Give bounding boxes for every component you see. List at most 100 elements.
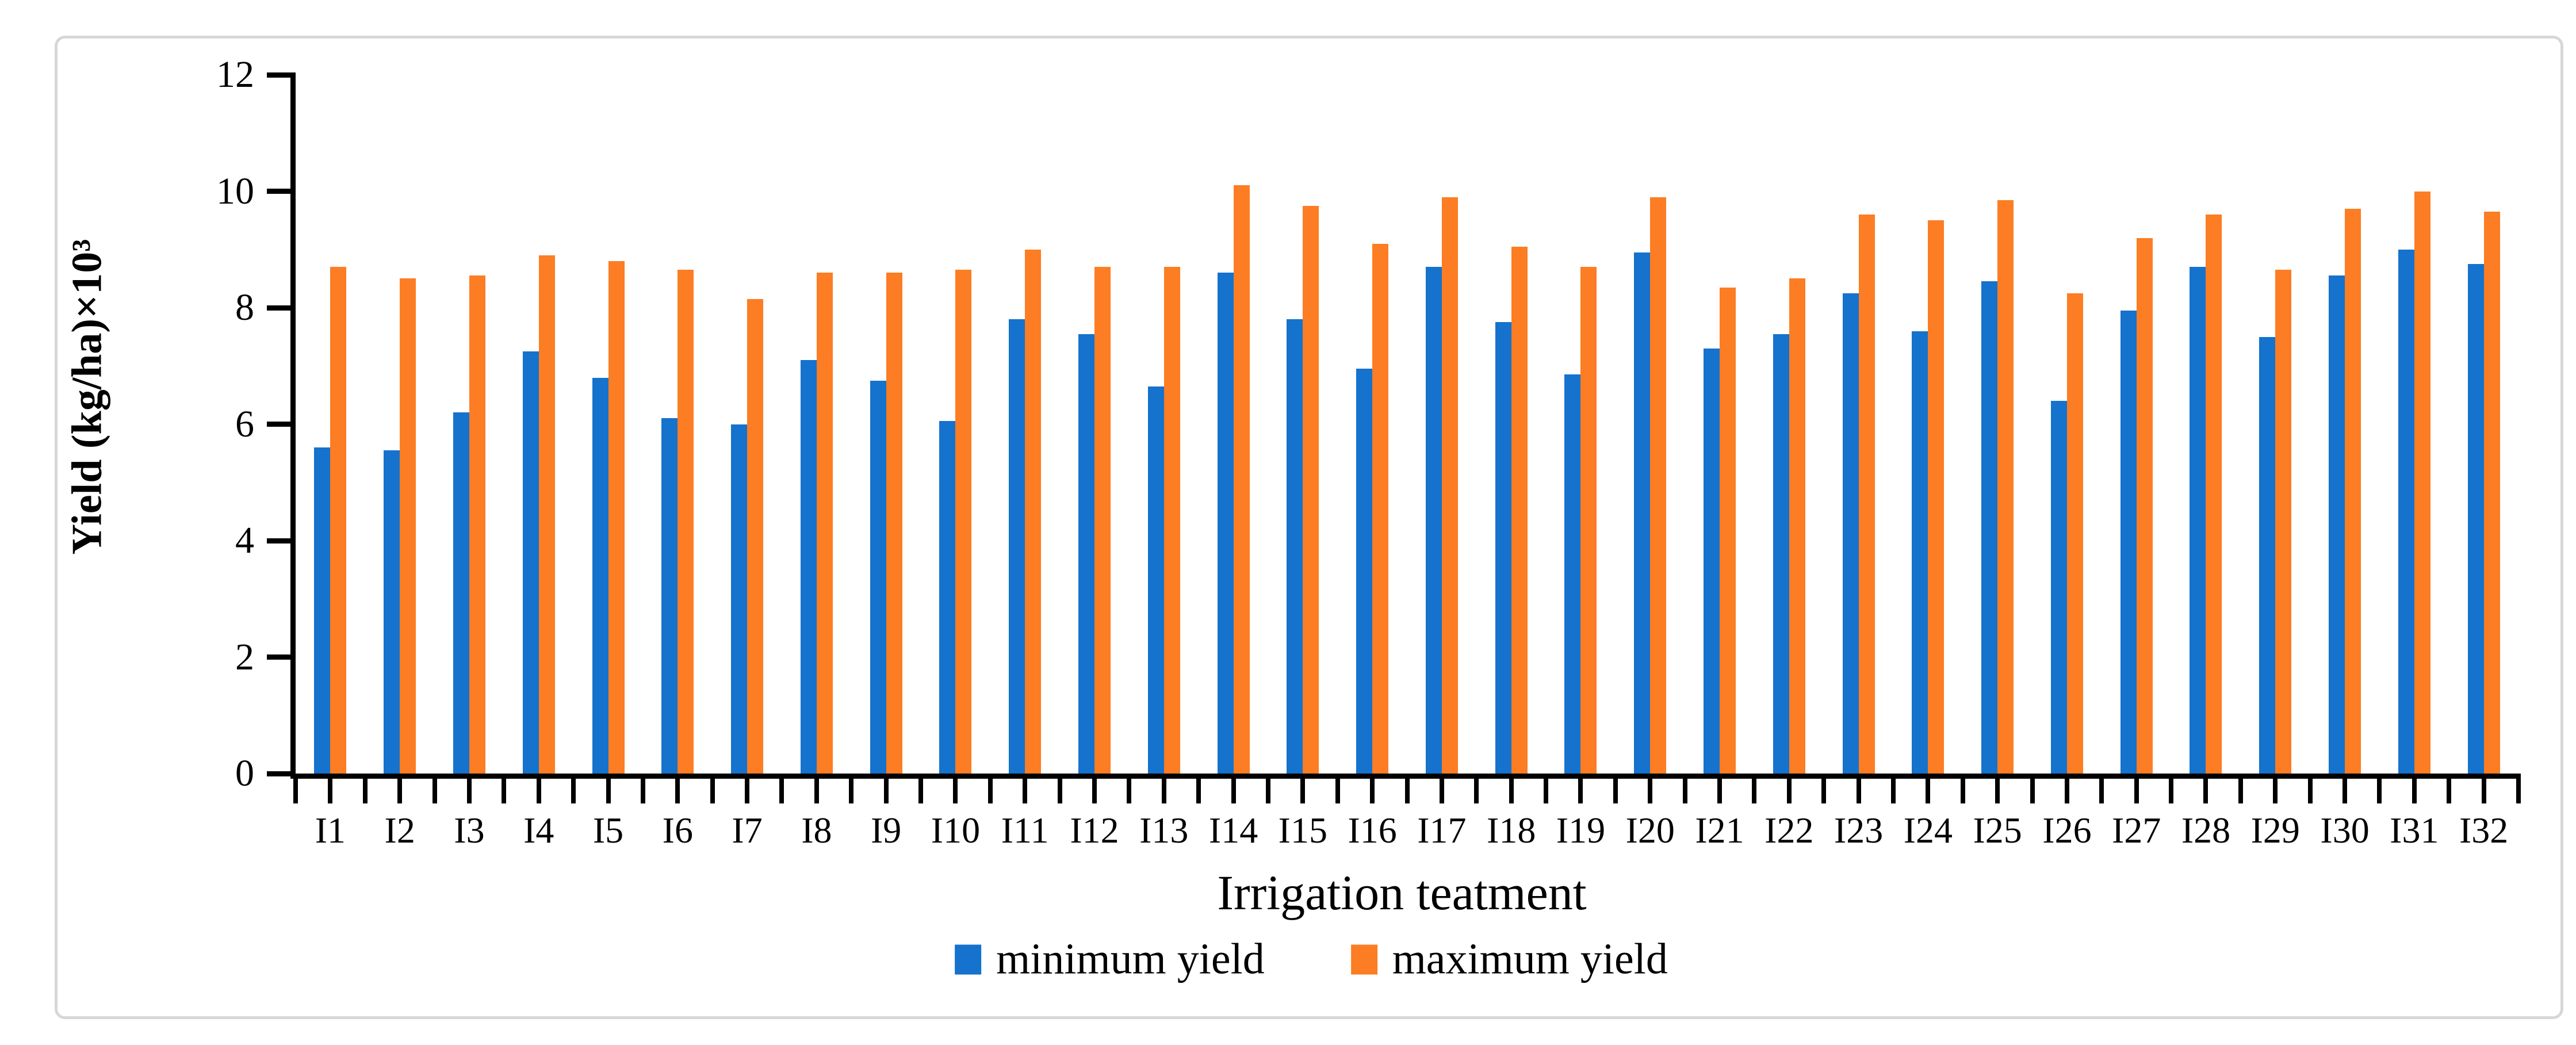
x-axis-tick bbox=[2412, 774, 2417, 803]
x-axis-tick bbox=[466, 774, 472, 803]
x-tick-label-I14: I14 bbox=[1208, 810, 1258, 851]
x-axis-tick bbox=[1682, 774, 1687, 803]
x-axis-tick bbox=[502, 774, 507, 803]
y-axis-tick bbox=[267, 538, 296, 543]
y-axis-title: Yield (kg/ha)×10³ bbox=[63, 239, 111, 555]
x-axis-tick bbox=[571, 774, 576, 803]
legend-swatch-minimum bbox=[955, 944, 982, 974]
x-tick-label-I4: I4 bbox=[523, 810, 554, 851]
x-axis-tick bbox=[1404, 774, 1410, 803]
bar-maximum-I27 bbox=[2136, 238, 2153, 774]
bar-maximum-I31 bbox=[2414, 191, 2430, 774]
bar-maximum-I2 bbox=[400, 278, 416, 774]
bar-minimum-I29 bbox=[2259, 336, 2276, 774]
x-tick-label-I17: I17 bbox=[1417, 810, 1467, 851]
bar-minimum-I14 bbox=[1217, 273, 1234, 774]
bar-minimum-I21 bbox=[1704, 348, 1720, 774]
x-axis-tick bbox=[1161, 774, 1166, 803]
x-tick-label-I11: I11 bbox=[1001, 810, 1049, 851]
x-axis-tick bbox=[1509, 774, 1514, 803]
x-axis-tick bbox=[675, 774, 680, 803]
bar-minimum-I4 bbox=[522, 351, 539, 774]
y-tick-label: 0 bbox=[235, 752, 254, 794]
x-tick-label-I16: I16 bbox=[1348, 810, 1397, 851]
x-tick-label-I1: I1 bbox=[315, 810, 346, 851]
x-axis-tick bbox=[2273, 774, 2278, 803]
bar-minimum-I32 bbox=[2467, 264, 2484, 774]
x-tick-label-I15: I15 bbox=[1278, 810, 1327, 851]
bar-maximum-I18 bbox=[1511, 246, 1528, 774]
x-tick-label-I25: I25 bbox=[1973, 810, 2022, 851]
x-axis-tick bbox=[1474, 774, 1479, 803]
bar-maximum-I13 bbox=[1163, 267, 1180, 774]
x-axis-tick bbox=[849, 774, 854, 803]
x-axis-tick bbox=[2238, 774, 2243, 803]
x-axis-tick bbox=[536, 774, 541, 803]
bar-maximum-I4 bbox=[538, 255, 555, 774]
y-axis-tick bbox=[267, 72, 296, 78]
bar-maximum-I19 bbox=[1580, 267, 1597, 774]
bar-minimum-I8 bbox=[800, 360, 817, 774]
x-tick-label-I24: I24 bbox=[1903, 810, 1953, 851]
x-axis-tick bbox=[1092, 774, 1097, 803]
bar-maximum-I14 bbox=[1233, 185, 1250, 774]
y-tick-label: 2 bbox=[235, 636, 254, 678]
y-axis-tick bbox=[267, 422, 296, 427]
x-axis-tick bbox=[1439, 774, 1444, 803]
x-axis-tick bbox=[1300, 774, 1306, 803]
x-axis-tick bbox=[2481, 774, 2486, 803]
bar-maximum-I24 bbox=[1928, 220, 1945, 774]
x-tick-label-I10: I10 bbox=[931, 810, 981, 851]
x-axis-tick bbox=[1717, 774, 1723, 803]
legend-item-maximum: maximum yield bbox=[1350, 935, 1668, 985]
x-tick-label-I7: I7 bbox=[732, 810, 763, 851]
y-axis-tick bbox=[267, 654, 296, 660]
x-tick-label-I18: I18 bbox=[1487, 810, 1536, 851]
bar-minimum-I13 bbox=[1147, 386, 1164, 774]
legend-swatch-maximum bbox=[1350, 944, 1377, 974]
bar-maximum-I22 bbox=[1789, 278, 1805, 774]
x-axis-tick bbox=[362, 774, 368, 803]
x-tick-label-I29: I29 bbox=[2250, 810, 2300, 851]
legend: minimum yield maximum yield bbox=[955, 935, 1668, 985]
bar-maximum-I17 bbox=[1441, 197, 1458, 774]
y-axis-tick bbox=[267, 305, 296, 311]
bar-minimum-I20 bbox=[1634, 252, 1651, 774]
x-axis-tick bbox=[1196, 774, 1201, 803]
bar-maximum-I21 bbox=[1720, 287, 1736, 774]
y-tick-label: 10 bbox=[216, 170, 254, 212]
bar-minimum-I15 bbox=[1287, 319, 1303, 774]
x-axis-tick bbox=[2342, 774, 2348, 803]
bar-minimum-I12 bbox=[1078, 334, 1094, 774]
x-tick-label-I19: I19 bbox=[1556, 810, 1606, 851]
bar-minimum-I16 bbox=[1356, 369, 1373, 774]
bar-maximum-I6 bbox=[678, 270, 694, 774]
x-axis-tick bbox=[1127, 774, 1132, 803]
x-tick-label-I30: I30 bbox=[2320, 810, 2370, 851]
x-axis-tick bbox=[1856, 774, 1861, 803]
x-tick-label-I27: I27 bbox=[2112, 810, 2161, 851]
x-tick-label-I26: I26 bbox=[2042, 810, 2092, 851]
y-tick-label: 12 bbox=[216, 53, 254, 95]
x-tick-label-I23: I23 bbox=[1834, 810, 1884, 851]
bar-minimum-I2 bbox=[384, 450, 400, 774]
x-axis-tick bbox=[710, 774, 715, 803]
x-axis-tick bbox=[987, 774, 993, 803]
bar-minimum-I28 bbox=[2190, 267, 2206, 774]
bar-maximum-I9 bbox=[886, 273, 902, 774]
bar-minimum-I11 bbox=[1009, 319, 1025, 774]
bar-minimum-I9 bbox=[870, 380, 886, 774]
x-axis-tick bbox=[2030, 774, 2035, 803]
x-axis-tick bbox=[2516, 774, 2521, 803]
x-axis-tick bbox=[1023, 774, 1028, 803]
x-tick-label-I20: I20 bbox=[1625, 810, 1675, 851]
bar-maximum-I30 bbox=[2345, 208, 2361, 774]
plot-area: 0 2 4 6 8 10 12 I1 I2 I3 I4 I5 I6 I7 I8 I9 I10 I11 I12 I13 I… bbox=[216, 53, 2521, 851]
x-tick-label-I32: I32 bbox=[2459, 810, 2509, 851]
x-tick-label-I2: I2 bbox=[384, 810, 415, 851]
x-axis-tick bbox=[293, 774, 298, 803]
x-tick-label-I12: I12 bbox=[1070, 810, 1119, 851]
bar-maximum-I5 bbox=[608, 261, 625, 774]
y-tick-label: 6 bbox=[235, 403, 254, 445]
